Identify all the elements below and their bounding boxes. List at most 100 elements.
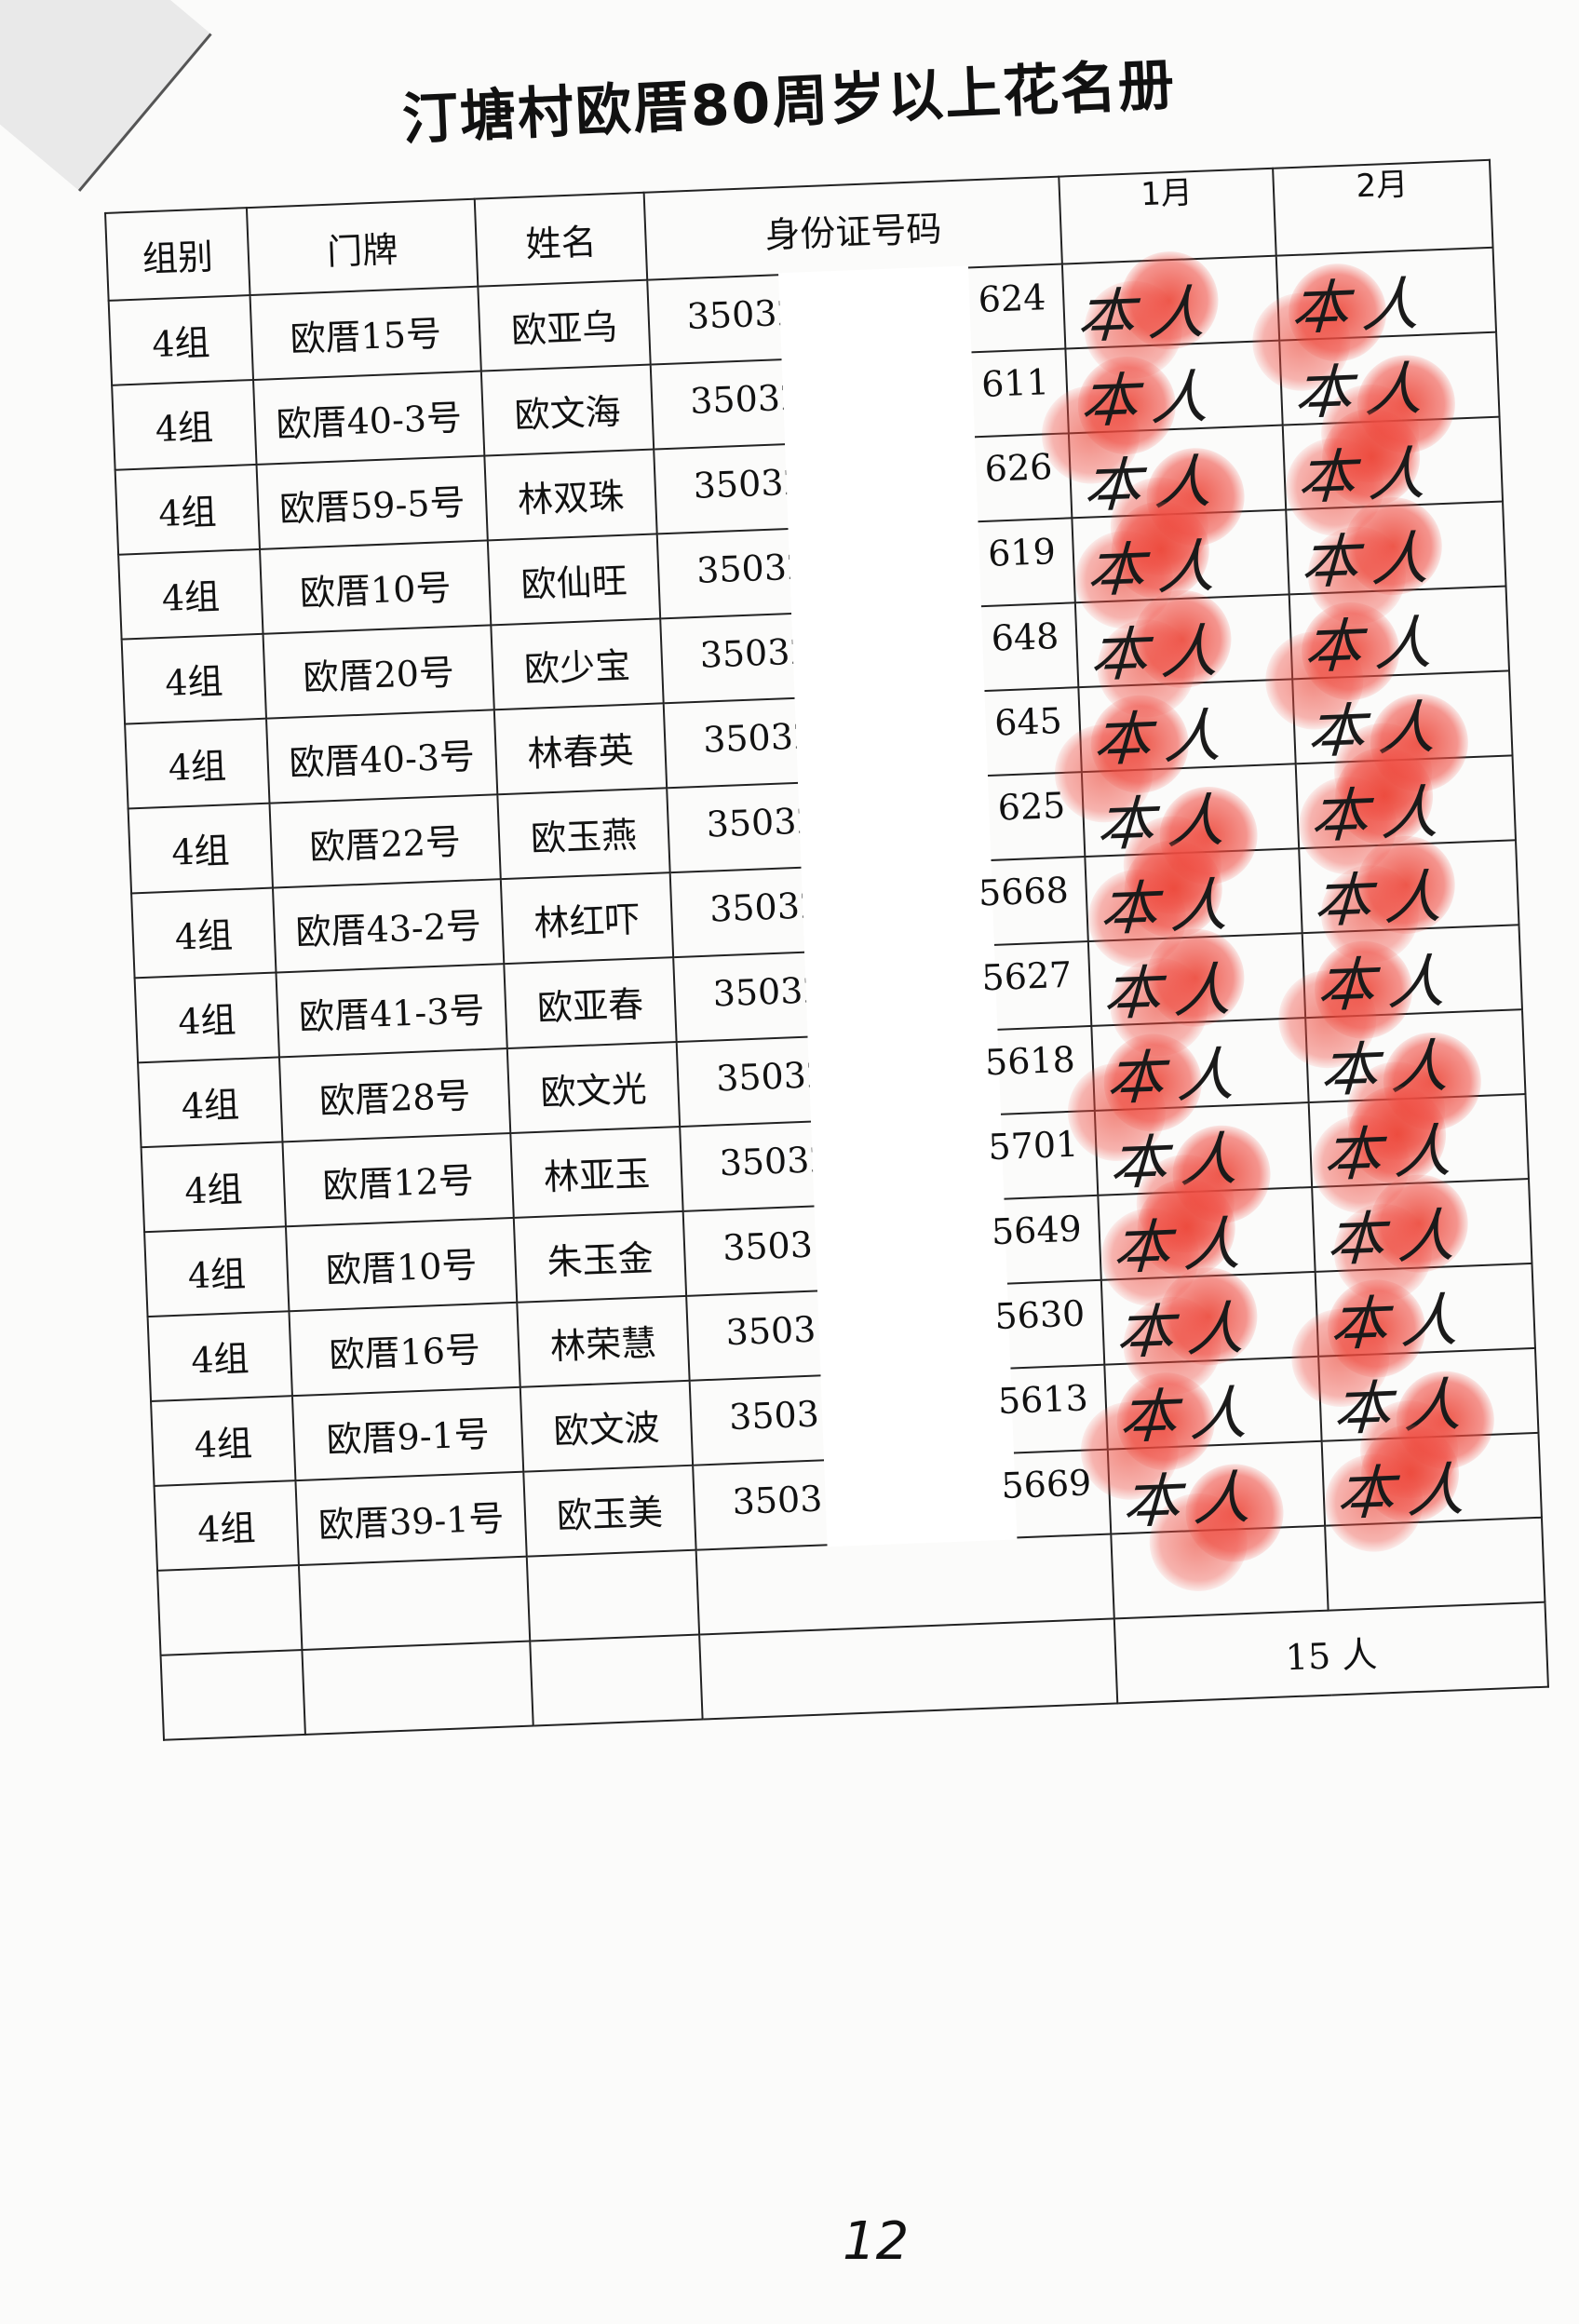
group-cell: 4组: [138, 1057, 283, 1148]
group-cell: 4组: [131, 887, 277, 979]
signature-cell-january: 本人: [1074, 588, 1293, 720]
id-number-cell: 35032 5668: [669, 857, 1088, 958]
group-cell: 4组: [112, 379, 257, 470]
id-number-cell: 35032 5618: [676, 1025, 1095, 1127]
signature-cell-january: 本人: [1100, 1265, 1319, 1397]
page-number: 12: [843, 2211, 910, 2272]
id-suffix: 626: [983, 446, 1054, 490]
id-suffix: 5627: [980, 953, 1073, 999]
signature-cell-february: 本人: [1295, 745, 1517, 877]
id-prefix: 3503: [724, 1308, 817, 1354]
signature-text: 本人: [1312, 946, 1474, 1020]
redaction-block: [801, 858, 994, 954]
signature-text: 本人: [1114, 1377, 1276, 1452]
name-cell: 欧文海: [480, 364, 655, 456]
name-cell: 欧文光: [506, 1042, 681, 1133]
name-cell: 朱玉金: [513, 1210, 687, 1303]
signature-cell-january: 本人: [1052, 679, 1296, 825]
id-suffix: 5649: [991, 1208, 1083, 1253]
address-cell: 欧厝9-1号: [291, 1386, 524, 1481]
address-cell: 欧厝10号: [260, 540, 492, 634]
id-suffix: 648: [990, 615, 1060, 659]
header-february: 2月: [1273, 159, 1493, 256]
signature-cell-january: 本人: [1065, 1018, 1309, 1163]
signature-cell-january: 本人: [1039, 340, 1283, 486]
signature-cell-january: 本人: [1087, 926, 1306, 1059]
redaction-block: [823, 1451, 1018, 1547]
id-suffix: 619: [987, 531, 1057, 574]
signature-cell-february: 本人: [1250, 247, 1497, 393]
redaction-block: [781, 350, 976, 447]
signature-text: 本人: [1111, 1292, 1273, 1368]
id-suffix: 5669: [1000, 1462, 1092, 1507]
name-cell: 欧玉美: [523, 1465, 696, 1557]
address-cell: 欧厝22号: [269, 794, 501, 888]
name-cell: 林亚玉: [510, 1126, 683, 1218]
group-cell: 4组: [144, 1226, 290, 1317]
redaction-block: [807, 1027, 1001, 1124]
id-suffix: 5618: [984, 1038, 1076, 1084]
redaction-block: [814, 1196, 1007, 1293]
signature-text: 本人: [1325, 1284, 1487, 1359]
address-cell: 欧厝12号: [282, 1132, 514, 1227]
signature-text: 本人: [1331, 1453, 1493, 1529]
address-cell: 欧厝39-1号: [295, 1471, 527, 1566]
redaction-block: [820, 1366, 1014, 1463]
redaction-block: [788, 520, 982, 615]
signature-text: 本人: [1286, 268, 1448, 344]
signature-cell-february: 本人: [1286, 495, 1506, 627]
header-name: 姓名: [474, 192, 648, 287]
id-suffix: 5701: [987, 1123, 1080, 1169]
signature-cell-february: 本人: [1289, 1263, 1535, 1409]
group-cell: 4组: [151, 1396, 296, 1486]
name-cell: 欧亚春: [504, 957, 677, 1049]
signature-cell-january: 本人: [1098, 1177, 1316, 1308]
signature-text: 本人: [1101, 1038, 1263, 1114]
header-group: 组别: [105, 208, 250, 301]
redaction-block: [797, 774, 992, 870]
redaction-block: [778, 265, 972, 362]
id-suffix: 645: [993, 699, 1063, 744]
name-cell: 林春英: [493, 703, 668, 795]
signature-cell-january: 本人: [1078, 1356, 1322, 1502]
id-suffix: 5668: [978, 869, 1070, 914]
redaction-block: [816, 1281, 1011, 1378]
group-cell: 4组: [141, 1142, 286, 1233]
id-suffix: 611: [980, 361, 1050, 405]
id-number-cell: 35032 625: [667, 772, 1086, 873]
id-prefix: 3503: [728, 1393, 820, 1439]
document-title: 汀塘村欧厝80周岁以上花名册: [400, 52, 1178, 153]
address-cell: 欧厝16号: [289, 1302, 520, 1397]
id-prefix: 3503: [722, 1223, 814, 1269]
signature-cell-january: 本人: [1107, 1440, 1326, 1593]
roster-table-container: 组别 门牌 姓名 身份证号码 1月 2月 4组 欧厝15号 欧亚乌 35032 …: [104, 159, 1549, 1741]
signature-cell-february: 本人: [1276, 925, 1522, 1071]
address-cell: 欧厝59-5号: [256, 455, 488, 549]
signature-cell-february: 本人: [1299, 833, 1519, 966]
id-suffix: 624: [977, 277, 1047, 321]
name-cell: 林荣慧: [517, 1295, 690, 1387]
id-suffix: 5613: [997, 1377, 1089, 1423]
header-id-number: 身份证号码: [643, 176, 1062, 280]
id-number-cell: 3503 5630: [686, 1279, 1105, 1381]
signature-cell-february: 本人: [1305, 1009, 1526, 1162]
address-cell: 欧厝15号: [250, 286, 481, 380]
signature-text: 本人: [1117, 1462, 1279, 1537]
signature-cell-february: 本人: [1318, 1347, 1539, 1501]
group-cell: 4组: [147, 1311, 292, 1402]
signature-cell-february: 本人: [1308, 1084, 1529, 1215]
id-suffix: 5630: [993, 1292, 1086, 1338]
address-cell: 欧厝43-2号: [272, 879, 505, 973]
signature-text: 本人: [1098, 953, 1260, 1029]
id-number-cell: 35032 611: [650, 348, 1069, 450]
group-cell: 4组: [134, 972, 279, 1063]
id-number-cell: 3503 5669: [693, 1449, 1112, 1550]
signature-text: 本人: [1299, 607, 1461, 682]
signature-cell-february: 本人: [1282, 406, 1504, 538]
id-number-cell: 35032 626: [654, 433, 1073, 534]
redaction-block: [794, 689, 989, 785]
redaction-block: [785, 435, 978, 532]
signature-text: 本人: [1322, 1199, 1483, 1275]
group-cell: 4组: [128, 803, 273, 894]
group-cell: 4组: [115, 464, 261, 555]
